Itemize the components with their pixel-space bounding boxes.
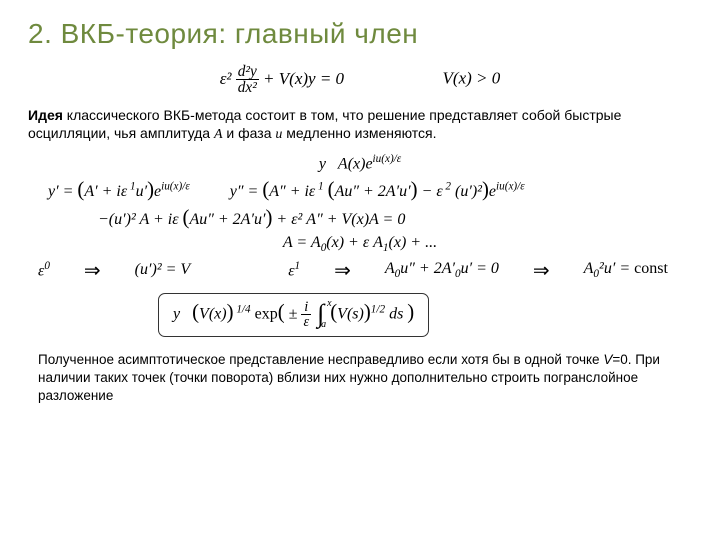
eq-collected: −(u′)² A + iε (Au″ + 2A′u′) + ε² A″ + V(… bbox=[28, 206, 692, 230]
order-eps1: ε1 bbox=[288, 260, 300, 280]
eq-transport: A0u″ + 2A′0u′ = 0 bbox=[385, 260, 499, 280]
eq-wkb-solution: y (V(x)) 1/4 exp( ± iε ∫ax (V(s))1/2 ds … bbox=[158, 293, 429, 337]
eq-eikonal: (u′)² = V bbox=[135, 261, 191, 279]
arrow-icon: ⇒ bbox=[533, 258, 550, 283]
eq-yprime: y′ = (A′ + iε 1u′)eiu(x)/ε bbox=[48, 178, 190, 202]
arrow-icon: ⇒ bbox=[334, 258, 351, 283]
eq-series-expansion: A = A0(x) + ε A1(x) + ... bbox=[28, 234, 692, 254]
arrow-icon: ⇒ bbox=[84, 258, 101, 283]
boxed-result-container: y (V(x)) 1/4 exp( ± iε ∫ax (V(s))1/2 ds … bbox=[28, 287, 692, 341]
row-derivatives: y′ = (A′ + iε 1u′)eiu(x)/ε y″ = (A″ + iε… bbox=[28, 178, 692, 202]
slide-title: 2. ВКБ-теория: главный член bbox=[28, 18, 692, 50]
eq-transport-result: A0²u′ = const bbox=[584, 260, 668, 280]
para-turning-points: Полученное асимптотическое представление… bbox=[28, 351, 692, 406]
eq-governing: ε² d²ydx² + V(x)y = 0 V(x) > 0 bbox=[28, 64, 692, 96]
eq-v-positive: V(x) > 0 bbox=[443, 69, 501, 88]
order-eps0: ε0 bbox=[38, 260, 50, 280]
eq-ydprime: y″ = (A″ + iε 1 (Au″ + 2A′u′) − ε 2 (u′)… bbox=[230, 178, 525, 202]
row-orders: ε0 ⇒ (u′)² = V ε1 ⇒ A0u″ + 2A′0u′ = 0 ⇒ … bbox=[28, 258, 692, 283]
para-idea-lead: Идея bbox=[28, 107, 63, 123]
eq-ansatz: y A(x)eiu(x)/ε bbox=[28, 153, 692, 173]
eq-ode: ε² d²ydx² + V(x)y = 0 bbox=[220, 69, 344, 88]
para-idea: Идея классического ВКБ-метода состоит в … bbox=[28, 106, 692, 146]
